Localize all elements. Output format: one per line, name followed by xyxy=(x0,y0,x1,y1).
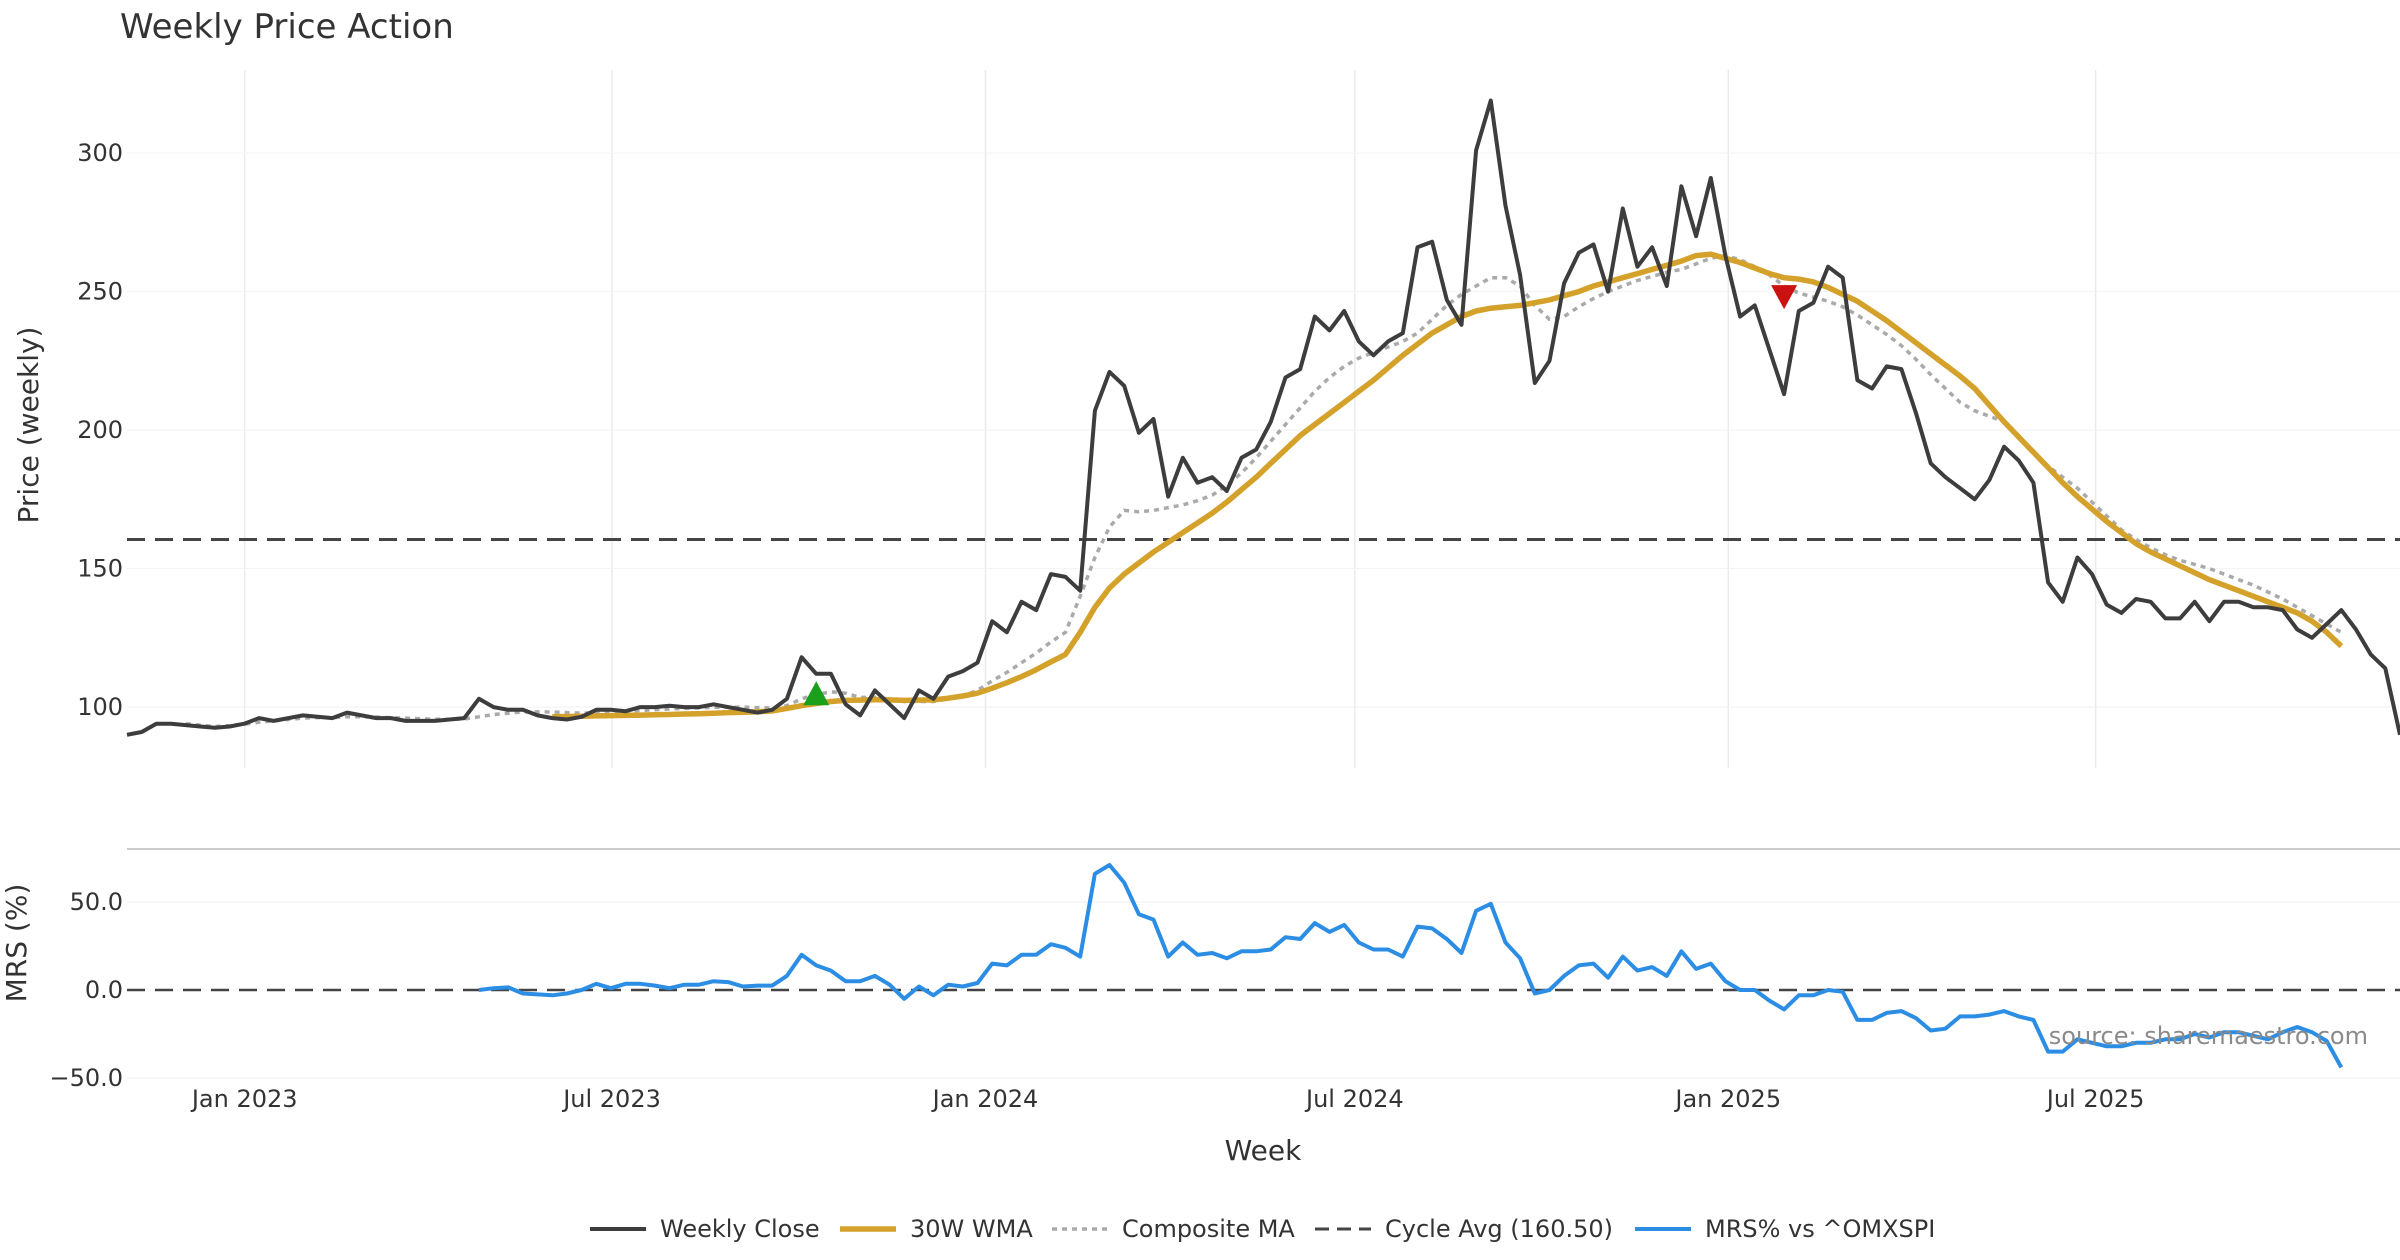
mrs-y-tick-label: 50.0 xyxy=(70,888,123,916)
mrs-panel: 50.0 0.0 −50.0 xyxy=(49,863,2400,1092)
sell-signal-marker xyxy=(1771,285,1798,310)
buy-signal-marker xyxy=(803,681,830,706)
price-y-tick-label: 250 xyxy=(77,278,123,306)
price-y-ticks: 100 150 200 250 300 xyxy=(77,139,123,721)
legend-label-close: Weekly Close xyxy=(660,1215,820,1243)
wma-line xyxy=(552,251,2344,720)
price-y-tick-label: 200 xyxy=(77,416,123,444)
signal-markers xyxy=(803,285,1798,706)
legend-label-mrs: MRS% vs ^OMXSPI xyxy=(1705,1215,1935,1243)
mrs-line xyxy=(478,863,2344,1069)
chart-title: Weekly Price Action xyxy=(120,7,454,47)
x-tick-label: Jul 2023 xyxy=(561,1085,661,1113)
legend-label-composite: Composite MA xyxy=(1122,1215,1295,1243)
price-grid xyxy=(127,70,2400,768)
price-y-axis-label: Price (weekly) xyxy=(12,327,45,524)
legend-label-wma: 30W WMA xyxy=(910,1215,1033,1243)
x-tick-label: Jul 2024 xyxy=(1304,1085,1404,1113)
legend-label-cycle: Cycle Avg (160.50) xyxy=(1385,1215,1613,1243)
composite-ma-line xyxy=(185,253,2343,729)
price-y-tick-label: 100 xyxy=(77,693,123,721)
x-tick-label: Jan 2025 xyxy=(1673,1085,1781,1113)
weekly-close-line xyxy=(126,98,2400,737)
mrs-y-tick-label: 0.0 xyxy=(85,976,123,1004)
x-tick-label: Jan 2024 xyxy=(931,1085,1039,1113)
price-panel: 100 150 200 250 300 xyxy=(77,70,2400,768)
x-axis-label: Week xyxy=(1225,1134,1302,1167)
x-ticks: Jan 2023 Jul 2023 Jan 2024 Jul 2024 Jan 2025… xyxy=(190,1085,2145,1113)
mrs-y-tick-label: −50.0 xyxy=(49,1064,123,1092)
x-tick-label: Jul 2025 xyxy=(2045,1085,2145,1113)
mrs-y-ticks: 50.0 0.0 −50.0 xyxy=(49,888,123,1092)
price-y-tick-label: 300 xyxy=(77,139,123,167)
x-tick-label: Jan 2023 xyxy=(190,1085,298,1113)
mrs-y-axis-label: MRS (%) xyxy=(0,884,33,1003)
price-y-tick-label: 150 xyxy=(77,555,123,583)
legend: Weekly Close 30W WMA Composite MA Cycle Avg… xyxy=(590,1215,1935,1243)
source-note: source: sharemaestro.com xyxy=(2049,1022,2368,1050)
